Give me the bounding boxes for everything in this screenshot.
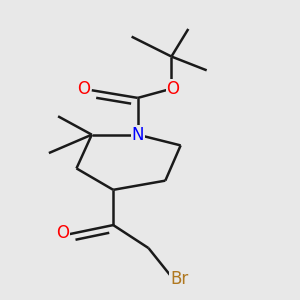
Text: O: O (167, 80, 179, 98)
Text: O: O (56, 224, 69, 242)
Text: Br: Br (170, 270, 188, 288)
Text: N: N (131, 126, 144, 144)
Text: O: O (78, 80, 91, 98)
